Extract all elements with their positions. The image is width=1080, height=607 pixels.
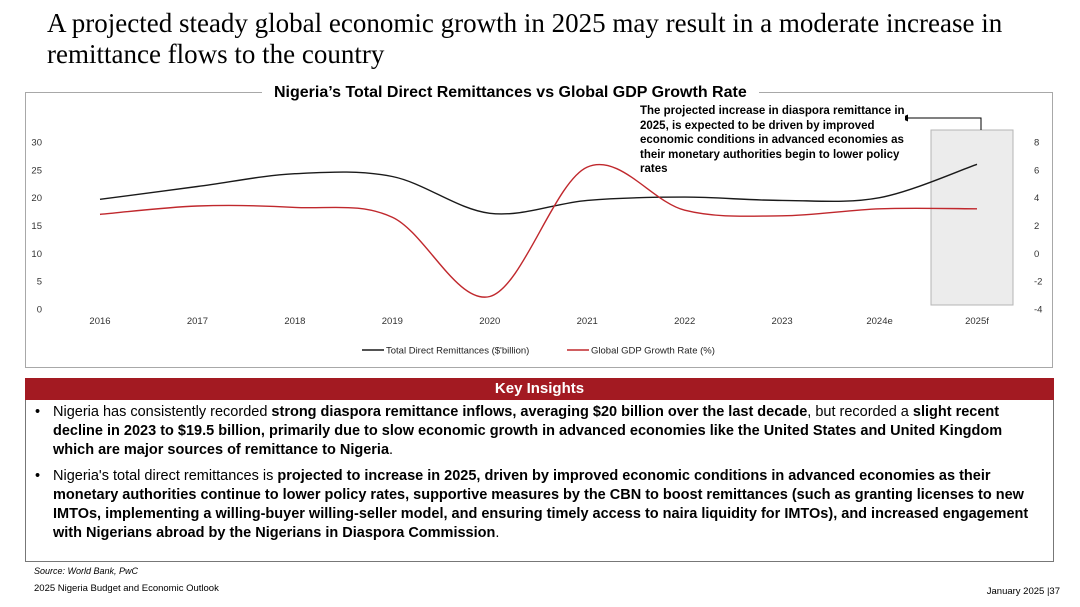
insight-text: , but recorded a: [807, 404, 913, 420]
x-tick-label: 2017: [187, 316, 208, 327]
page-title: A projected steady global economic growt…: [47, 8, 1003, 69]
source-note: Source: World Bank, PwC: [34, 566, 139, 576]
y-left-tick-label: 15: [31, 221, 42, 232]
y-right-tick-label: 2: [1034, 221, 1039, 232]
insight-text: Nigeria's total direct remittances is: [53, 468, 278, 484]
insight-bold-text: strong diaspora remittance inflows, aver…: [271, 404, 808, 420]
insight-text: Nigeria has consistently recorded: [53, 404, 272, 420]
chart-title: Nigeria’s Total Direct Remittances vs Gl…: [262, 83, 759, 103]
legend-label: Total Direct Remittances ($'billion): [386, 346, 529, 357]
y-right-tick-label: 6: [1034, 165, 1039, 176]
insight-item: Nigeria has consistently recorded strong…: [35, 403, 1043, 460]
chart-annotation: The projected increase in diaspora remit…: [640, 104, 905, 177]
y-right-tick-label: -4: [1034, 305, 1042, 316]
insight-bold-text: slight recent decline in 2023 to $19.5 b…: [53, 404, 1003, 458]
insight-text: .: [495, 525, 500, 541]
key-insights-panel: Nigeria has consistently recorded strong…: [25, 400, 1054, 562]
x-tick-label: 2025f: [965, 316, 989, 327]
y-right-tick-label: 0: [1034, 249, 1039, 260]
x-tick-label: 2023: [772, 316, 793, 327]
x-tick-label: 2016: [89, 316, 110, 327]
x-tick-label: 2018: [284, 316, 305, 327]
footer-report-name: 2025 Nigeria Budget and Economic Outlook: [34, 583, 219, 594]
y-right-tick-label: 4: [1034, 193, 1039, 204]
gdp-growth-series-line: [99, 164, 978, 298]
annotation-arrow-line: [906, 117, 982, 130]
x-tick-label: 2021: [577, 316, 598, 327]
forecast-highlight-box: [930, 129, 1014, 306]
x-tick-label: 2020: [479, 316, 500, 327]
insight-item: Nigeria's total direct remittances is pr…: [35, 467, 1043, 543]
insight-text: .: [389, 442, 394, 458]
remittance-gdp-chart: 0 5 10 15 20 25 30 -4 -2 0 2 4 6 8 2016 2017 2018 2019 202…: [31, 114, 1042, 357]
y-right-tick-label: -2: [1034, 277, 1042, 288]
y-right-tick-label: 8: [1034, 138, 1039, 149]
y-left-tick-label: 5: [37, 277, 42, 288]
footer-date-page: January 2025 |37: [986, 586, 1060, 597]
legend-label: Global GDP Growth Rate (%): [591, 346, 715, 357]
remittances-series-line: [99, 163, 978, 215]
key-insights-heading: Key Insights: [25, 378, 1054, 400]
x-tick-label: 2024e: [866, 316, 892, 327]
x-tick-label: 2022: [674, 316, 695, 327]
y-left-tick-label: 25: [31, 165, 42, 176]
y-left-tick-label: 10: [31, 249, 42, 260]
x-tick-label: 2019: [382, 316, 403, 327]
insight-bold-text: projected to increase in 2025, driven by…: [53, 468, 1029, 541]
y-left-tick-label: 20: [31, 193, 42, 204]
insights-list: Nigeria has consistently recorded strong…: [26, 400, 1053, 543]
y-left-tick-label: 0: [37, 305, 42, 316]
y-left-tick-label: 30: [31, 138, 42, 149]
